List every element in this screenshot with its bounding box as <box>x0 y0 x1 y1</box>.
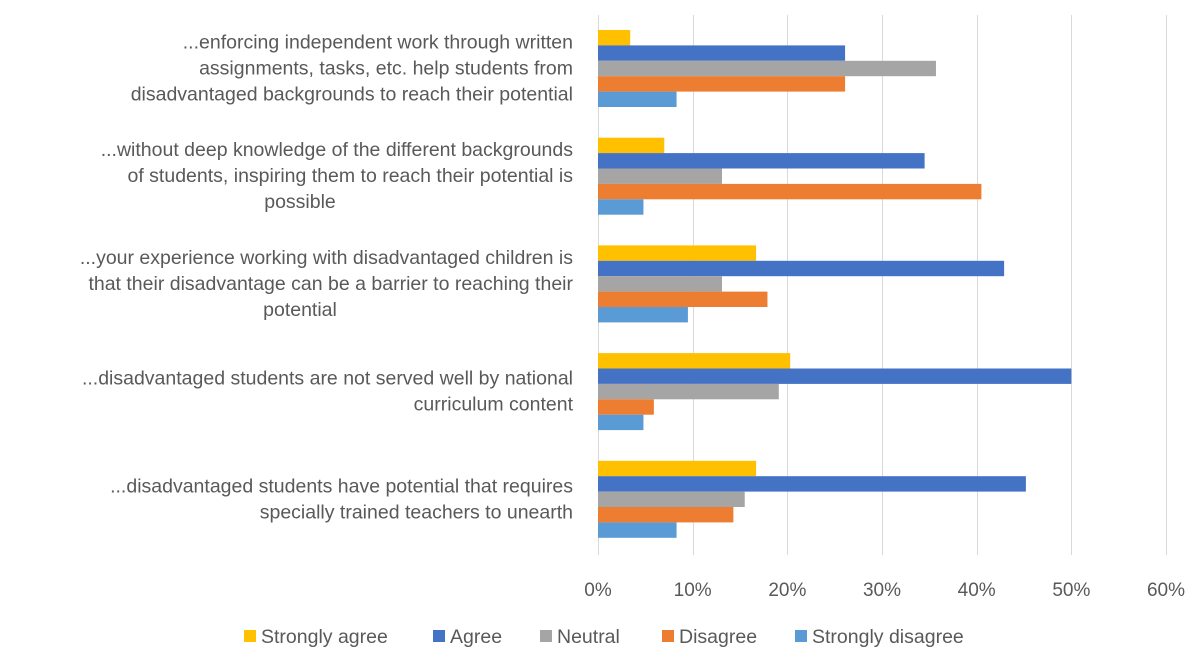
bar-neutral <box>598 168 723 184</box>
bar-disagree <box>598 399 654 415</box>
bar-neutral <box>598 491 745 507</box>
bar-agree <box>598 153 925 169</box>
legend-swatch <box>540 630 552 642</box>
bar-strongly-agree <box>598 353 791 369</box>
bar-neutral <box>598 60 936 77</box>
category-label: curriculum content <box>414 394 574 416</box>
bar-strongly-disagree <box>598 307 688 323</box>
bar-agree <box>598 368 1072 384</box>
bar-strongly-agree <box>598 460 757 477</box>
bar-strongly-disagree <box>598 91 677 107</box>
bar-disagree <box>598 507 734 523</box>
bars <box>598 30 1072 538</box>
bar-strongly-disagree <box>598 522 677 538</box>
category-label: ...your experience working with disadvan… <box>80 247 573 269</box>
x-axis-ticks: 0% 10% 20% 30% 40% 50% 60% <box>584 580 1185 601</box>
x-tick-label: 60% <box>1147 580 1185 601</box>
x-tick-label: 0% <box>584 580 612 601</box>
bar-strongly-agree <box>598 245 757 261</box>
x-tick-label: 50% <box>1052 580 1090 601</box>
bar-strongly-agree <box>598 137 665 154</box>
legend-label: Agree <box>450 626 502 648</box>
category-label: ...enforcing independent work through wr… <box>183 32 573 54</box>
legend-label: Neutral <box>557 626 620 648</box>
category-label: of students, inspiring them to reach the… <box>128 165 574 187</box>
legend: Strongly agree Agree Neutral Disagree Strong… <box>244 626 964 648</box>
x-tick-label: 40% <box>958 580 996 601</box>
category-label: possible <box>264 191 336 213</box>
legend-label: Disagree <box>679 626 757 648</box>
bar-agree <box>598 260 1005 277</box>
category-label: ...disadvantaged students have potential… <box>110 475 573 497</box>
bar-strongly-disagree <box>598 199 644 215</box>
bar-agree <box>598 45 846 61</box>
legend-label: Strongly disagree <box>812 626 964 648</box>
legend-swatch <box>433 630 445 642</box>
bar-strongly-agree <box>598 30 631 46</box>
bar-disagree <box>598 183 982 200</box>
legend-swatch <box>795 630 807 642</box>
category-label: potential <box>263 299 337 321</box>
category-label: disadvantaged backgrounds to reach their… <box>131 84 573 106</box>
category-label: ...without deep knowledge of the differe… <box>101 139 574 161</box>
category-label: specially trained teachers to unearth <box>260 501 573 523</box>
bar-neutral <box>598 383 779 400</box>
legend-label: Strongly agree <box>261 626 388 648</box>
category-label: that their disadvantage can be a barrier… <box>88 273 573 295</box>
category-label: ...disadvantaged students are not served… <box>82 368 573 390</box>
bar-neutral <box>598 276 723 292</box>
bar-agree <box>598 476 1026 492</box>
bar-strongly-disagree <box>598 414 644 431</box>
gridlines <box>598 15 1167 555</box>
bar-disagree <box>598 291 768 307</box>
x-tick-label: 30% <box>863 580 901 601</box>
x-tick-label: 10% <box>674 580 712 601</box>
category-labels: ...enforcing independent work through wr… <box>80 32 574 524</box>
category-label: assignments, tasks, etc. help students f… <box>199 58 573 80</box>
x-tick-label: 20% <box>768 580 806 601</box>
bar-disagree <box>598 76 846 92</box>
legend-swatch <box>244 630 256 642</box>
legend-swatch <box>662 630 674 642</box>
